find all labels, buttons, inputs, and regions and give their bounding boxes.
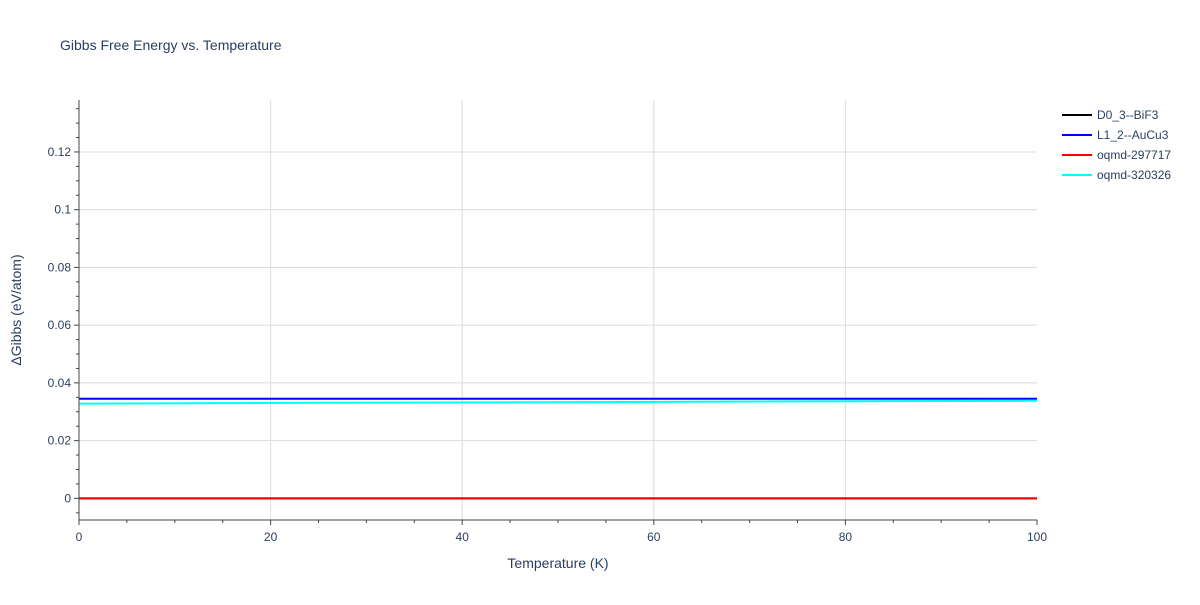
chart-title: Gibbs Free Energy vs. Temperature <box>60 37 282 53</box>
series-line-oqmd-320326 <box>78 399 1038 405</box>
y-tick-label: 0.12 <box>48 145 72 159</box>
y-tick-label: 0.1 <box>54 203 71 217</box>
x-tick-label: 20 <box>264 530 278 544</box>
x-tick-label: 100 <box>1027 530 1047 544</box>
x-tick-label: 0 <box>76 530 83 544</box>
y-tick-label: 0.08 <box>48 260 72 274</box>
x-tick-label: 40 <box>456 530 470 544</box>
legend-label: L1_2--AuCu3 <box>1097 128 1169 142</box>
legend-label: oqmd-297717 <box>1097 148 1171 162</box>
x-tick-label: 80 <box>839 530 853 544</box>
x-axis-label: Temperature (K) <box>507 555 608 571</box>
y-tick-label: 0.06 <box>48 318 72 332</box>
y-tick-label: 0.04 <box>48 376 72 390</box>
legend-label: D0_3--BiF3 <box>1097 108 1159 122</box>
y-axis-label: ΔGibbs (eV/atom) <box>8 254 24 365</box>
x-tick-label: 60 <box>647 530 661 544</box>
y-tick-label: 0.02 <box>48 434 72 448</box>
y-tick-label: 0 <box>64 491 71 505</box>
legend-label: oqmd-320326 <box>1097 168 1171 182</box>
